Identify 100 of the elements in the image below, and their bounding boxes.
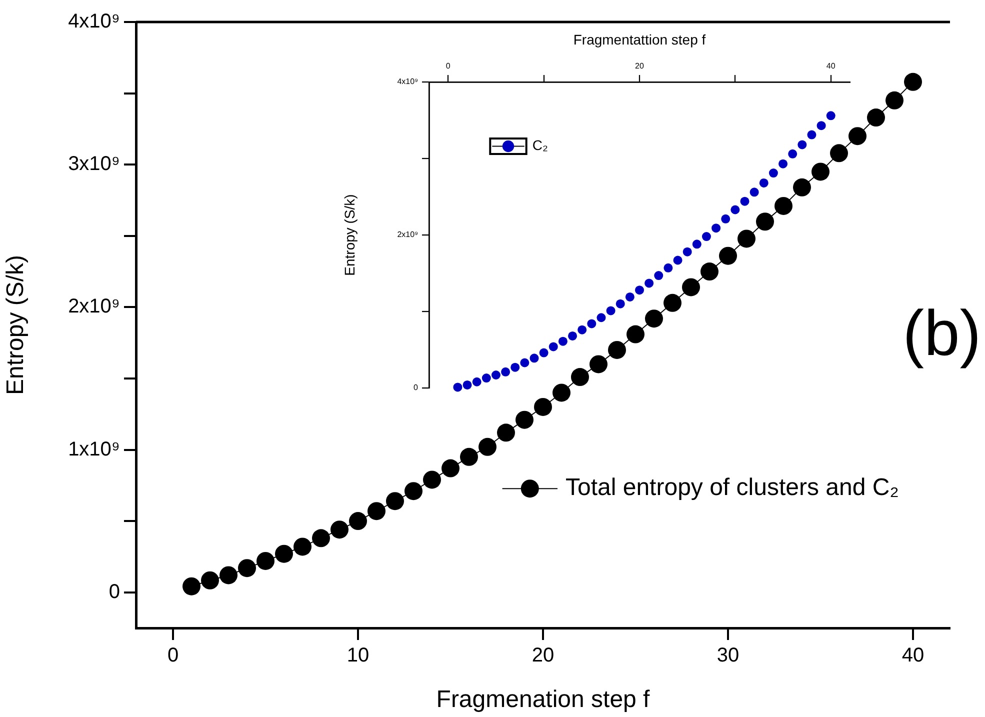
point [635, 286, 644, 295]
point [626, 325, 644, 344]
point [349, 512, 367, 530]
point [886, 91, 904, 110]
point [501, 367, 510, 376]
point [807, 130, 816, 140]
y-tick-label: 2x10⁹ [397, 230, 418, 240]
point [812, 162, 830, 181]
point [578, 325, 587, 334]
point [848, 127, 866, 146]
point [539, 348, 548, 358]
x-axis-title: Fragmentattion step f [573, 31, 706, 48]
point [712, 224, 721, 233]
point [793, 178, 811, 196]
y-tick-label: 1x10⁹ [68, 438, 120, 460]
x-tick-label: 10 [346, 644, 370, 667]
point [700, 262, 718, 281]
point [590, 355, 608, 374]
point [654, 271, 664, 280]
x-tick-label: 40 [826, 61, 836, 70]
point [482, 374, 491, 383]
legend-label: Total entropy of clusters and C₂ [566, 474, 899, 502]
point [201, 571, 219, 590]
point [673, 256, 682, 265]
point [571, 368, 589, 386]
y-tick-label: 4x10⁹ [68, 10, 120, 33]
point [497, 424, 515, 442]
x-tick-label: 30 [716, 644, 740, 667]
point [664, 263, 673, 272]
point [644, 278, 654, 288]
point [719, 246, 737, 265]
point [462, 380, 472, 390]
point [682, 247, 692, 256]
point [182, 577, 200, 596]
point [606, 306, 616, 316]
y-axis-title: Entropy (S/k) [341, 194, 358, 276]
point [682, 278, 700, 296]
point [368, 502, 386, 520]
point [548, 342, 558, 352]
point [516, 410, 534, 429]
point [510, 362, 520, 372]
point [423, 470, 441, 489]
point [256, 552, 274, 570]
legend-label: C₂ [532, 137, 548, 154]
point [472, 377, 482, 386]
point [491, 370, 500, 380]
point [460, 448, 478, 466]
point [798, 140, 807, 150]
y-tick-label: 3x10⁹ [68, 153, 120, 176]
point [220, 566, 238, 584]
point [816, 121, 826, 130]
point [664, 294, 682, 312]
point [596, 313, 606, 322]
point [386, 492, 404, 510]
point [721, 214, 730, 224]
point [478, 438, 496, 456]
x-tick-label: 0 [446, 61, 451, 70]
point [587, 319, 596, 328]
point [520, 358, 530, 368]
y-tick-label: 4x10⁹ [397, 77, 418, 86]
point [730, 205, 740, 214]
point [867, 108, 885, 127]
point [453, 382, 462, 392]
point [568, 331, 578, 340]
point [552, 384, 570, 402]
point [904, 72, 922, 91]
point [616, 299, 625, 308]
y-tick-label: 0 [108, 580, 120, 603]
point [442, 459, 460, 478]
point [404, 482, 422, 500]
point [702, 232, 711, 242]
y-axis-title: Entropy (S/k) [2, 254, 30, 396]
point [768, 168, 778, 178]
point [645, 310, 663, 328]
point [830, 144, 848, 162]
point [778, 159, 788, 168]
point [558, 336, 568, 346]
point [608, 340, 626, 359]
point [534, 398, 552, 416]
point [774, 196, 792, 215]
point [738, 230, 756, 248]
point [826, 111, 836, 120]
y-tick-label: 2x10⁹ [68, 296, 120, 318]
point [312, 529, 330, 548]
y-tick-label: 0 [414, 383, 419, 392]
point [740, 196, 750, 206]
x-tick-label: 0 [167, 644, 179, 667]
x-tick-label: 40 [902, 644, 924, 667]
point [294, 538, 312, 556]
point [330, 520, 348, 539]
point [788, 149, 798, 158]
point [759, 178, 768, 188]
annotation: (b) [902, 296, 981, 369]
point [750, 188, 759, 197]
point [238, 559, 256, 578]
point [625, 292, 634, 302]
x-axis-title: Fragmenation step f [436, 686, 650, 714]
point [756, 212, 774, 231]
x-tick-label: 20 [532, 644, 554, 667]
point [275, 544, 293, 563]
